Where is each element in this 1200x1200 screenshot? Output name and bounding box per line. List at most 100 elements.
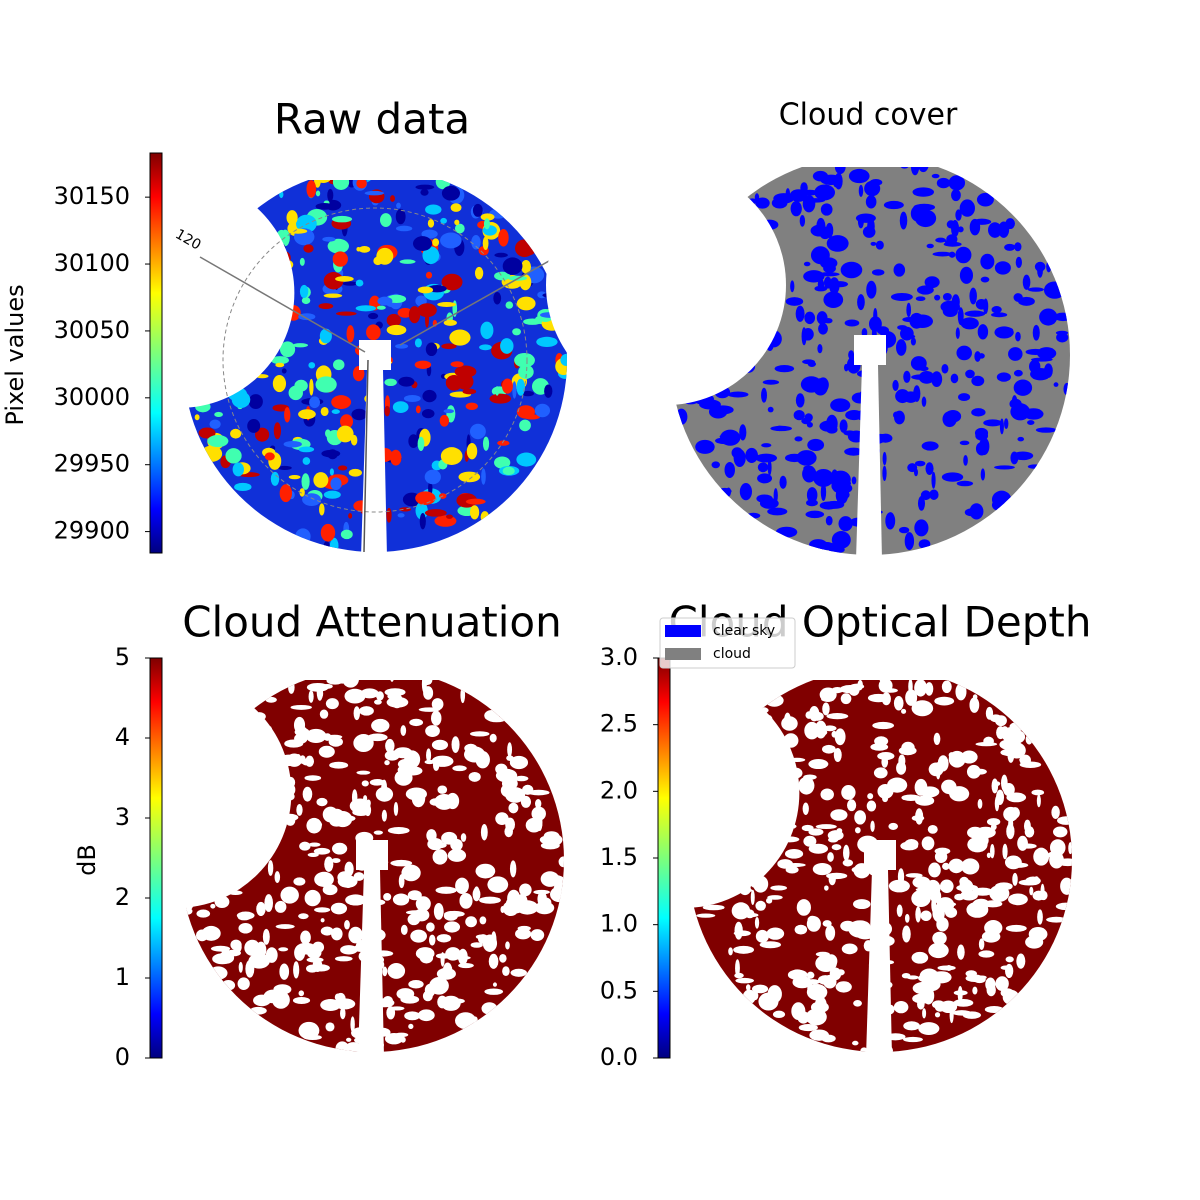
blob	[1013, 293, 1023, 302]
blob	[505, 301, 514, 309]
blob	[895, 389, 910, 404]
blob	[994, 465, 1015, 470]
blob	[843, 430, 856, 436]
blob	[395, 343, 409, 349]
colorbar-tick-label: 29950	[54, 450, 130, 478]
blob	[950, 373, 959, 384]
blob	[1004, 418, 1009, 430]
blob	[415, 405, 421, 414]
blob	[815, 951, 830, 957]
blob	[290, 704, 312, 710]
polar-axis	[363, 359, 369, 553]
blob	[383, 893, 392, 901]
blob	[860, 1047, 868, 1052]
blob	[1022, 274, 1031, 290]
blob	[823, 291, 844, 309]
blob	[883, 200, 904, 210]
colorbar-tick-label: 0	[115, 1043, 130, 1071]
blob	[262, 928, 270, 945]
blob	[514, 775, 529, 782]
blob	[316, 797, 328, 807]
blob	[803, 835, 817, 847]
blob	[733, 448, 742, 464]
blob	[482, 436, 490, 451]
blob	[346, 325, 355, 343]
blob	[408, 306, 421, 324]
colorbar-tick-label: 1	[115, 963, 130, 991]
blob	[825, 954, 838, 968]
panel-title: Raw data	[274, 95, 470, 144]
blob	[264, 894, 274, 912]
colorbar-tick-label: 2.5	[600, 710, 638, 738]
blob	[1017, 436, 1025, 442]
blob	[951, 294, 960, 310]
blob	[822, 920, 832, 927]
blob	[412, 236, 433, 251]
blob	[376, 247, 394, 265]
blob	[417, 436, 425, 451]
blob	[989, 714, 1002, 723]
blob	[306, 957, 324, 963]
blob	[308, 690, 314, 703]
blob	[931, 471, 936, 489]
blob	[274, 900, 287, 913]
blob	[791, 1002, 806, 1021]
blob	[279, 191, 284, 199]
blob	[267, 860, 274, 876]
blob	[495, 386, 500, 396]
blob	[818, 322, 828, 335]
blob	[1068, 842, 1072, 855]
blob	[358, 245, 371, 253]
blob	[932, 931, 947, 945]
blob	[385, 738, 395, 753]
blob	[802, 802, 809, 815]
blob	[225, 448, 242, 464]
blob	[493, 292, 502, 305]
blob	[414, 338, 422, 348]
blob	[1052, 841, 1062, 854]
blob	[272, 374, 287, 393]
blob	[795, 393, 805, 408]
blob	[500, 338, 514, 354]
blob	[409, 718, 424, 727]
blob	[920, 490, 931, 501]
blob	[903, 370, 911, 383]
blob	[275, 362, 285, 368]
blob	[367, 733, 388, 742]
mask-wedge	[358, 870, 384, 1057]
blob	[875, 240, 884, 250]
blob	[826, 235, 849, 252]
blob	[854, 827, 861, 834]
blob	[1030, 367, 1051, 381]
blob	[877, 752, 895, 761]
blob	[304, 889, 321, 907]
blob	[796, 899, 811, 916]
blob	[823, 317, 833, 324]
blob	[288, 475, 301, 480]
blob	[530, 929, 545, 941]
legend: clear sky cloud	[659, 617, 796, 669]
blob	[495, 768, 518, 783]
blob	[926, 243, 934, 249]
blob	[404, 750, 421, 769]
blob	[945, 965, 952, 972]
blob	[978, 938, 985, 950]
blob	[469, 505, 480, 520]
blob	[437, 301, 457, 307]
blob	[440, 217, 448, 224]
blob	[915, 808, 924, 825]
blob	[384, 750, 400, 761]
blob	[500, 906, 505, 914]
blob	[422, 389, 437, 403]
blob	[329, 761, 349, 769]
blob	[1033, 847, 1050, 866]
blob	[345, 894, 367, 906]
blob	[915, 795, 935, 806]
blob	[959, 266, 974, 284]
blob	[446, 514, 453, 519]
blob	[417, 1009, 435, 1022]
blob	[221, 948, 230, 954]
blob	[299, 257, 305, 266]
blob	[807, 438, 825, 452]
blob	[555, 358, 567, 375]
